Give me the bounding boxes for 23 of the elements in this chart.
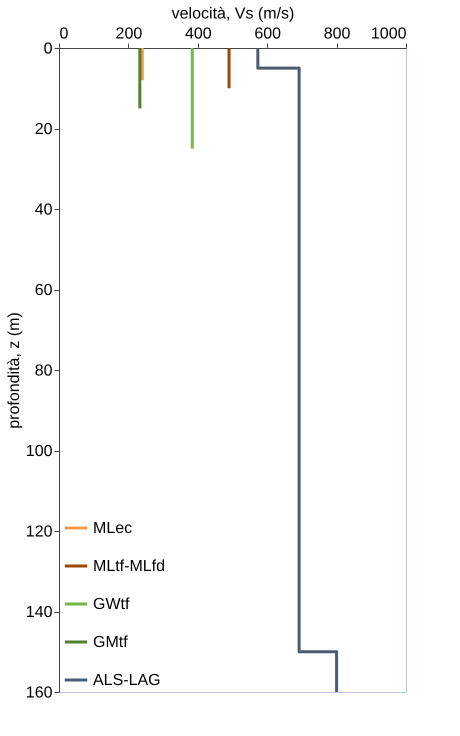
y-axis-title: profondità, z (m) <box>6 312 23 429</box>
y-tick-label: 40 <box>34 202 53 218</box>
legend-label: ALS-LAG <box>93 672 161 689</box>
y-tick-label: 60 <box>34 282 53 299</box>
legend-label: MLec <box>93 520 132 537</box>
y-tick-label: 120 <box>26 524 53 540</box>
x-tick-label: 200 <box>116 26 142 42</box>
x-tick-label: 0 <box>60 26 68 42</box>
legend-label: GMtf <box>93 634 128 651</box>
x-tick-label: 800 <box>324 26 351 42</box>
y-tick-label: 0 <box>44 40 53 58</box>
y-tick-label: 20 <box>34 121 53 138</box>
legend-label: MLtf-MLfd <box>93 558 166 575</box>
legend-label: GWtf <box>93 596 130 613</box>
x-axis-title: velocità, Vs (m/s) <box>172 6 294 22</box>
y-tick-label: 100 <box>26 443 53 460</box>
x-tick-label: 600 <box>254 26 282 42</box>
line-series <box>256 46 338 694</box>
y-tick-label: 140 <box>26 604 53 621</box>
x-tick-label: 400 <box>184 26 212 42</box>
y-tick-label: 80 <box>34 362 53 380</box>
x-tick-label: 1000 <box>370 26 407 42</box>
y-tick-label: 160 <box>26 684 53 702</box>
